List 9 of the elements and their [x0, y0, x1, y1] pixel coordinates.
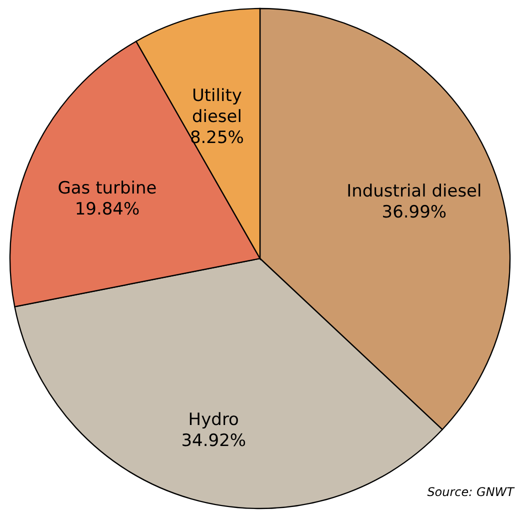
source-note: Source: GNWT: [427, 485, 516, 499]
data-label: 8.25%: [190, 128, 244, 148]
slice-label: Hydro: [188, 410, 239, 430]
slice-label: Gas turbine: [58, 178, 157, 199]
slice-label: Industrial diesel: [346, 182, 482, 202]
data-label: 34.92%: [181, 430, 246, 451]
data-label: 36.99%: [382, 202, 447, 223]
data-label: 19.84%: [74, 200, 140, 220]
slice-label: Utility diesel: [192, 86, 242, 128]
